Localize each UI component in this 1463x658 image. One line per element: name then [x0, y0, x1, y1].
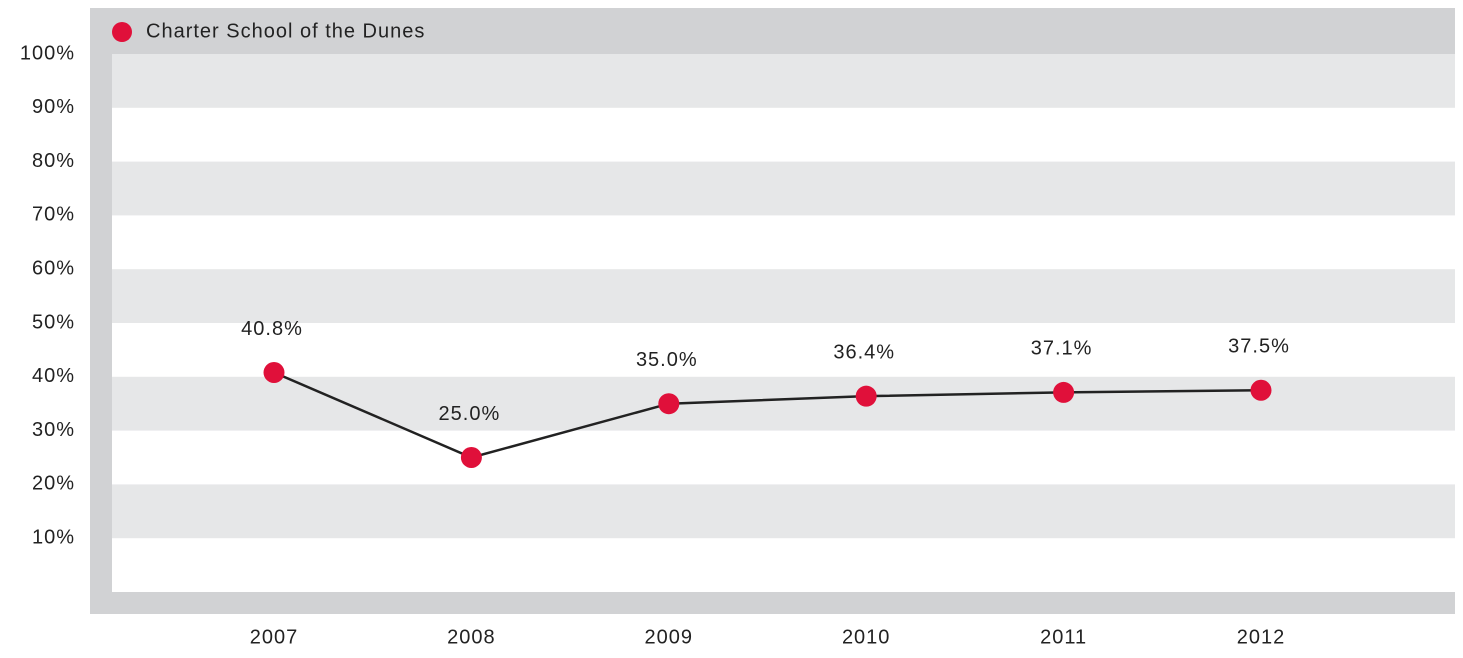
y-tick-label: 20%: [32, 473, 75, 495]
x-tick-label: 2012: [1237, 626, 1286, 648]
point: [1250, 379, 1272, 401]
data-label: 40.8%: [241, 318, 303, 340]
y-tick-label: 50%: [32, 311, 75, 333]
data-label: 37.5%: [1228, 336, 1290, 358]
y-tick-label: 60%: [32, 257, 75, 279]
legend-label: Charter School of the Dunes: [146, 20, 425, 42]
grid-stripe: [112, 376, 1455, 431]
data-label: 37.1%: [1031, 338, 1093, 360]
y-tick-label: 80%: [32, 150, 75, 172]
point: [855, 385, 877, 407]
y-tick-label: 30%: [32, 419, 75, 441]
legend-band: [90, 8, 1455, 54]
y-tick-label: 70%: [32, 204, 75, 226]
data-label: 25.0%: [439, 403, 501, 425]
x-tick-label: 2009: [645, 626, 694, 648]
bottom-frame: [90, 592, 1455, 614]
left-frame: [90, 8, 112, 614]
y-tick-label: 40%: [32, 365, 75, 387]
grid-stripe: [112, 484, 1455, 539]
data-label: 36.4%: [833, 341, 895, 363]
legend-marker: [112, 22, 132, 42]
x-tick-label: 2010: [842, 626, 891, 648]
point: [460, 447, 482, 468]
grid-stripe: [112, 269, 1455, 323]
y-tick-label: 10%: [32, 526, 75, 548]
y-tick-label: 100%: [20, 42, 75, 64]
x-tick-label: 2011: [1040, 626, 1087, 648]
point: [1053, 381, 1075, 403]
grid-stripe: [112, 54, 1455, 108]
line: [273, 371, 1262, 459]
point: [263, 361, 285, 383]
point: [658, 393, 680, 415]
y-tick-label: 90%: [32, 96, 75, 118]
x-tick-label: 2007: [250, 626, 299, 648]
grid-stripe: [112, 161, 1455, 216]
data-label: 35.0%: [636, 349, 698, 371]
x-tick-label: 2008: [447, 626, 496, 648]
